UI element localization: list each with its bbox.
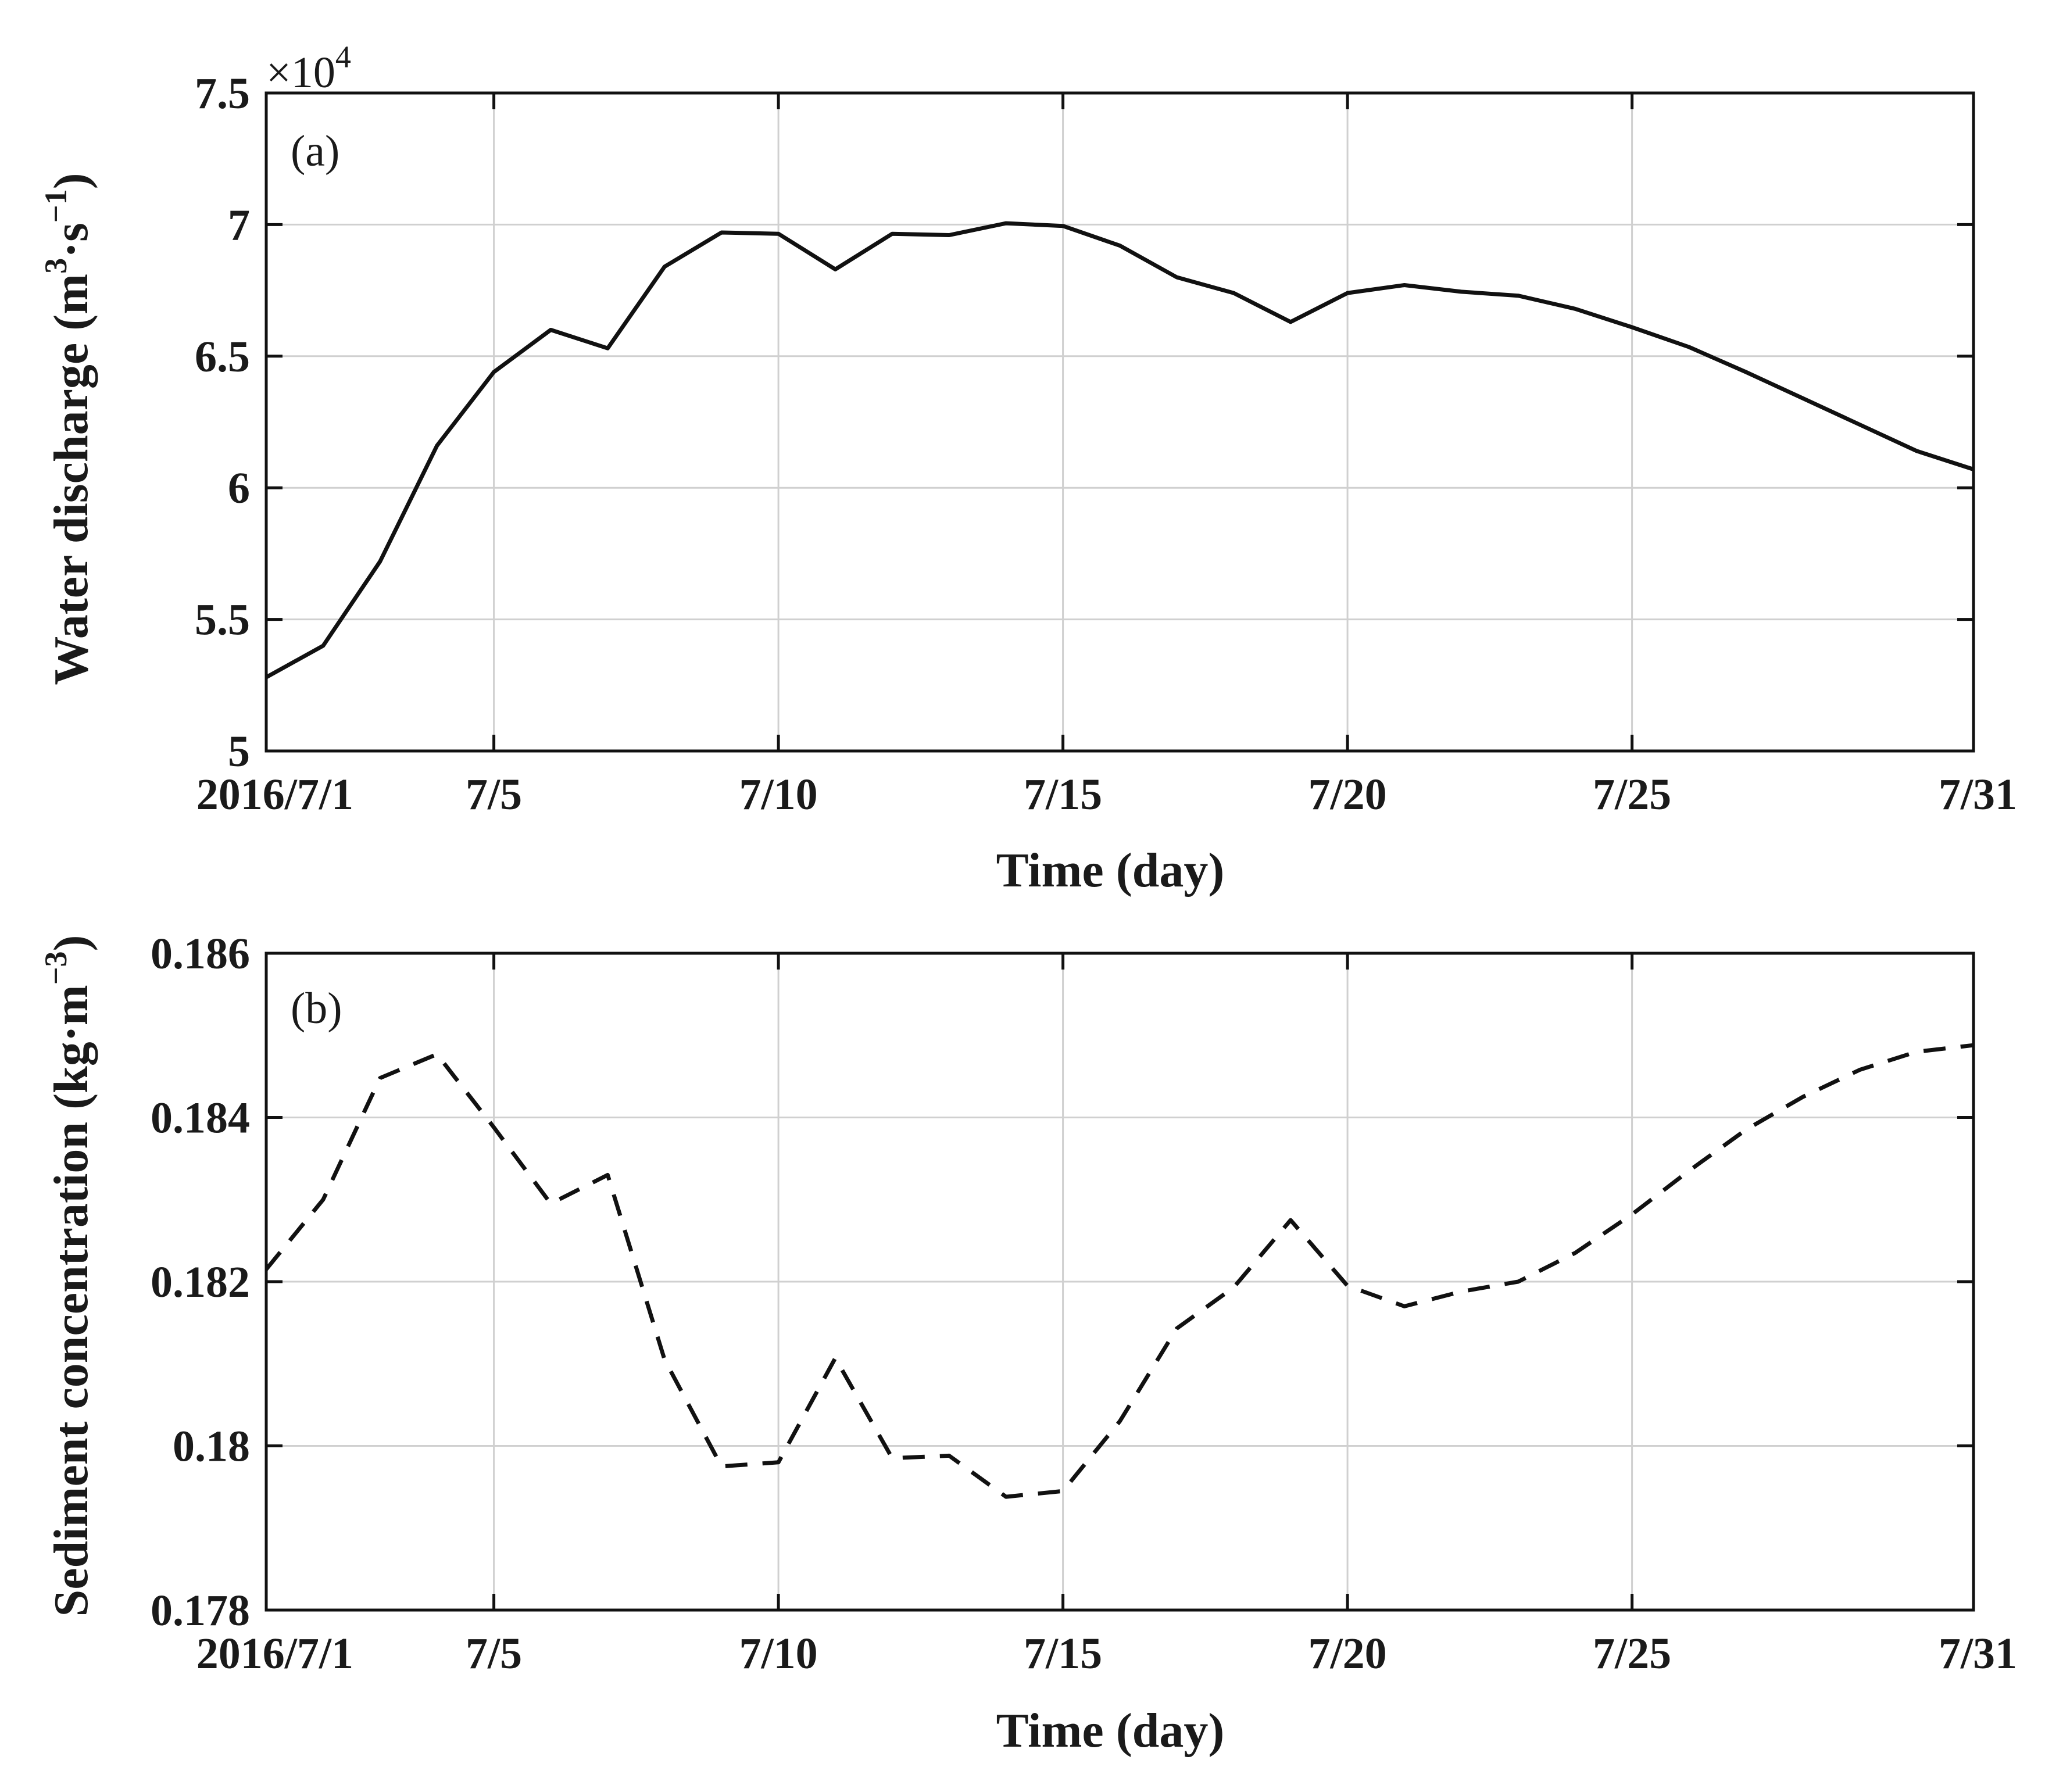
y-tick-label: 0.18: [173, 1422, 250, 1471]
x-tick-label: 7/31: [1939, 770, 2017, 819]
ylabel-b-main: Sediment concentration (kg·m: [44, 985, 98, 1616]
panel-a-ticks: [264, 91, 1975, 753]
y-tick-label: 6.5: [195, 332, 250, 381]
x-tick-label: 7/10: [739, 770, 818, 819]
ylabel-b-end: ): [44, 935, 98, 951]
y-multiplier-exp: 4: [335, 40, 351, 74]
y-tick-label: 5.5: [195, 596, 250, 645]
panel-b-sediment-concentration: 2016/7/1 7/5 7/10 7/15 7/20 7/25 7/31 0.1780.1…: [38, 929, 2017, 1758]
x-tick-label: 7/25: [1593, 770, 1671, 819]
panel-a-y-tick-labels: 5 5.5 6 6.5 7 7.5: [195, 69, 250, 776]
y-tick-label: 0.184: [151, 1094, 250, 1143]
ylabel-a-mid: ·s: [44, 223, 98, 258]
ylabel-a-main: Water discharge (m: [44, 274, 98, 685]
panel-a-grid: [265, 92, 1975, 752]
x-tick-label: 2016/7/1: [196, 770, 353, 819]
panel-a-y-multiplier: ×104: [266, 40, 351, 97]
panel-a-x-tick-labels: 2016/7/1 7/5 7/10 7/15 7/20 7/25 7/31: [196, 770, 2017, 819]
panel-a-label: (a): [291, 127, 339, 176]
y-tick-label: 0.182: [151, 1258, 250, 1307]
x-tick-label: 7/25: [1593, 1629, 1671, 1678]
panel-b-ticks: [264, 952, 1975, 1612]
ylabel-a-sup1: 3: [38, 258, 73, 274]
panel-b-x-tick-labels: 2016/7/1 7/5 7/10 7/15 7/20 7/25 7/31: [196, 1629, 2017, 1678]
y-tick-label: 7.5: [195, 69, 250, 118]
water-discharge-line: [265, 221, 1975, 679]
x-tick-label: 7/31: [1939, 1629, 2017, 1678]
y-tick-label: 0.178: [151, 1586, 250, 1635]
y-multiplier-base: ×10: [266, 48, 335, 97]
x-tick-label: 2016/7/1: [196, 1629, 353, 1678]
panel-a-y-axis-label: Water discharge (m3·s−1): [38, 173, 98, 685]
ylabel-a-sup2: −1: [38, 189, 73, 223]
y-tick-label: 7: [228, 201, 250, 249]
panel-a-x-axis-label: Time (day): [996, 843, 1225, 897]
panel-b-grid: [265, 952, 1975, 1611]
ylabel-a-end: ): [44, 173, 98, 189]
x-tick-label: 7/20: [1308, 1629, 1387, 1678]
panel-b-y-tick-labels: 0.178 0.18 0.182 0.184 0.186: [151, 929, 250, 1635]
x-tick-label: 7/5: [466, 1629, 522, 1678]
x-tick-label: 7/15: [1024, 1629, 1102, 1678]
x-tick-label: 7/5: [466, 770, 522, 819]
ylabel-b-sup1: −3: [38, 951, 73, 985]
x-tick-label: 7/15: [1024, 770, 1102, 819]
y-tick-label: 6: [228, 464, 250, 513]
panel-b-label: (b): [291, 984, 342, 1033]
panel-b-y-axis-label: Sediment concentration (kg·m−3): [38, 935, 98, 1616]
y-tick-label: 5: [228, 727, 250, 776]
x-tick-label: 7/10: [739, 1629, 818, 1678]
panel-b-x-axis-label: Time (day): [996, 1704, 1225, 1758]
panel-a-water-discharge: 2016/7/1 7/5 7/10 7/15 7/20 7/25 7/31 5 5.5 6 6.5…: [38, 40, 2017, 897]
y-tick-label: 0.186: [151, 929, 250, 978]
panel-a-axes-box: [264, 91, 1975, 753]
x-tick-label: 7/20: [1308, 770, 1387, 819]
sediment-concentration-line: [264, 1043, 1974, 1499]
